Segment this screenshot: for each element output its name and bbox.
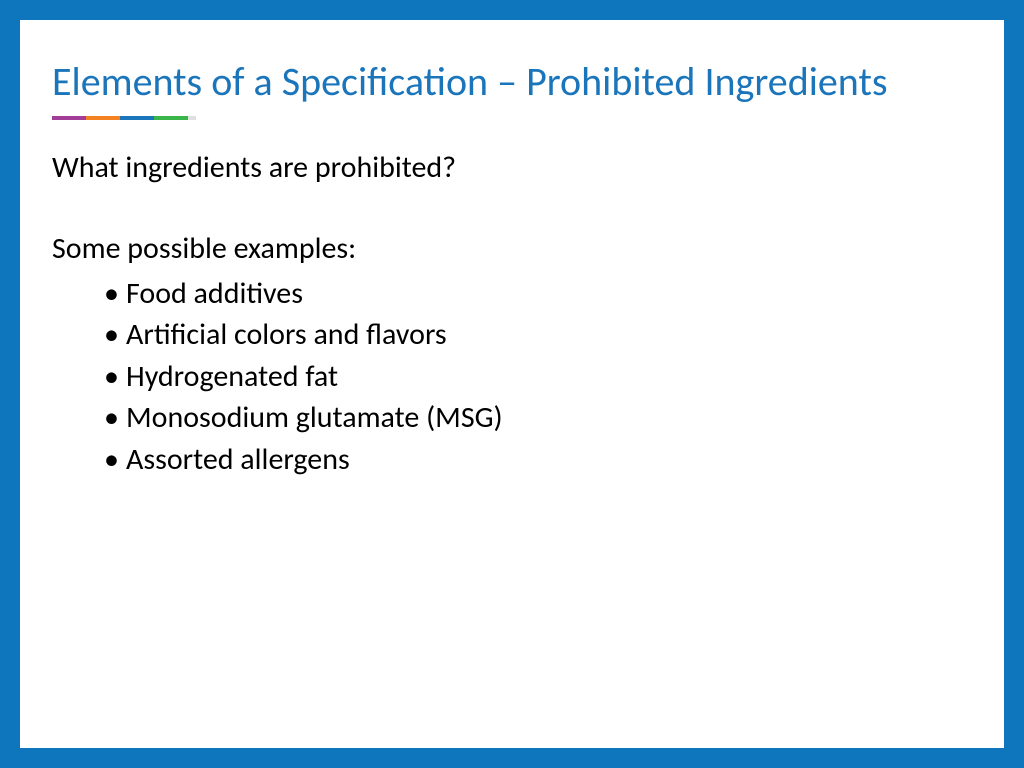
underline-segment-orange (86, 116, 120, 120)
slide-title: Elements of a Specification – Prohibited… (52, 58, 972, 106)
examples-label: Some possible examples: (52, 229, 972, 270)
list-item: Food additives (104, 273, 972, 314)
list-item: Assorted allergens (104, 439, 972, 480)
bullet-list: Food additives Artificial colors and fla… (52, 273, 972, 480)
underline-segment-gray (188, 116, 196, 120)
list-item: Hydrogenated fat (104, 356, 972, 397)
title-underline (52, 116, 972, 120)
list-item: Artificial colors and flavors (104, 314, 972, 355)
slide-content-area: Elements of a Specification – Prohibited… (20, 20, 1004, 748)
underline-segment-purple (52, 116, 86, 120)
underline-segment-green (154, 116, 188, 120)
list-item: Monosodium glutamate (MSG) (104, 397, 972, 438)
question-text: What ingredients are prohibited? (52, 148, 972, 189)
slide-body: What ingredients are prohibited? Some po… (52, 148, 972, 480)
underline-segment-blue (120, 116, 154, 120)
slide-border: Elements of a Specification – Prohibited… (0, 0, 1024, 768)
